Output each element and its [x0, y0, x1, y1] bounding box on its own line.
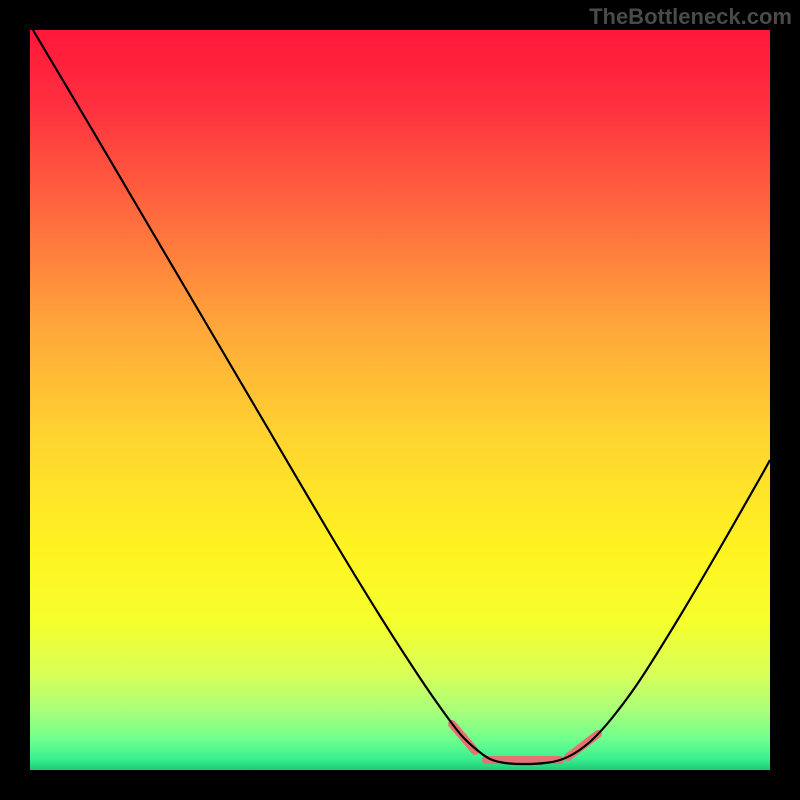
chart-container: TheBottleneck.com [0, 0, 800, 800]
plot-background [30, 30, 770, 770]
bottleneck-curve-chart [0, 0, 800, 800]
watermark-text: TheBottleneck.com [589, 4, 792, 30]
